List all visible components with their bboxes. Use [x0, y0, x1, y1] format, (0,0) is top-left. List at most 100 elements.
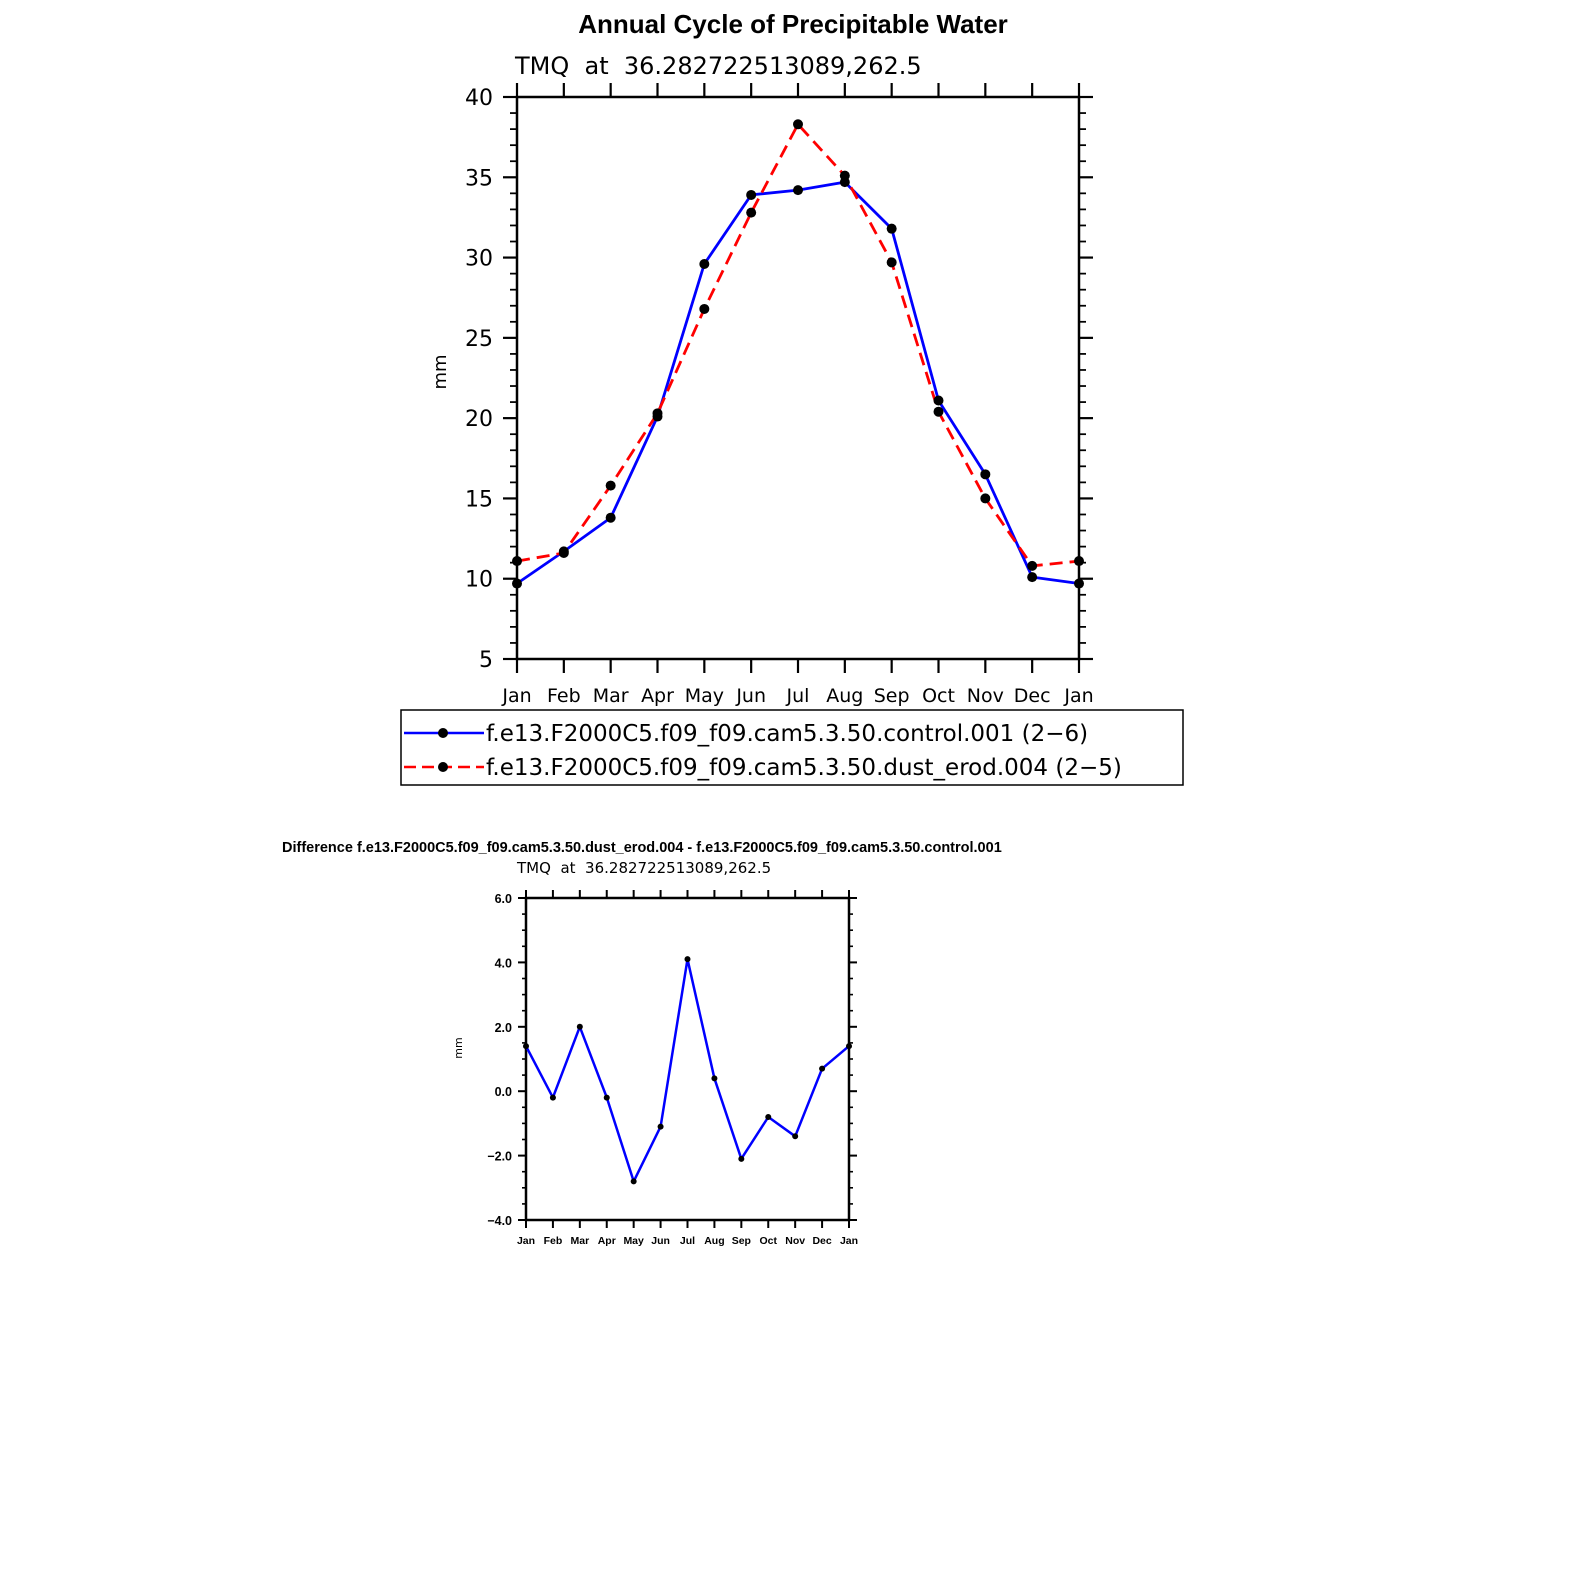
- series-0-point: [512, 578, 522, 589]
- series-0-point: [630, 1178, 637, 1185]
- y-tick-labels: 5 10 15 20 25 30 35 40: [465, 86, 493, 673]
- x-tick-label: Jan: [517, 1235, 535, 1247]
- difference-axes-frame: [518, 890, 857, 1228]
- difference-chart: Difference f.e13.F2000C5.f09_f09.cam5.3.…: [282, 840, 1002, 1247]
- series-0-point: [792, 1133, 799, 1140]
- series-1-point: [839, 170, 850, 181]
- x-tick-label: Mar: [593, 685, 629, 707]
- series-1-point: [558, 548, 569, 559]
- y-tick-label: −2.0: [487, 1150, 512, 1164]
- difference-title: Difference f.e13.F2000C5.f09_f09.cam5.3.…: [282, 840, 1002, 856]
- series-1-point: [652, 408, 663, 419]
- series-0-point: [657, 1123, 664, 1130]
- y-tick-label: 30: [465, 247, 493, 272]
- x-tick-label: Dec: [1014, 685, 1051, 707]
- series-line-0: [524, 957, 850, 1183]
- series-0-point: [980, 469, 991, 480]
- x-tick-label: Apr: [598, 1235, 616, 1247]
- series-0-point: [933, 395, 944, 406]
- plot-frame: [515, 95, 1081, 661]
- x-tick-label: Jan: [1063, 685, 1093, 707]
- x-tick-label: Dec: [812, 1235, 831, 1247]
- x-tick-label: Jan: [501, 685, 531, 707]
- series-1-point: [512, 556, 522, 567]
- x-tick-labels: Jan Feb Mar Apr May Jun Jul Aug Sep Oct Nov Dec Jan: [501, 685, 1093, 707]
- x-tick-label: May: [623, 1235, 644, 1247]
- series-1-point: [1027, 560, 1038, 571]
- series-0-point: [886, 223, 897, 234]
- series-0-point: [549, 1094, 556, 1101]
- x-tick-label: Nov: [967, 685, 1004, 707]
- x-tick-label: Nov: [785, 1235, 805, 1247]
- x-tick-label: Feb: [547, 685, 581, 707]
- series-0-point: [819, 1065, 826, 1072]
- series-0-point: [699, 258, 710, 269]
- y-tick-label: 25: [465, 327, 493, 352]
- series-0-point: [711, 1075, 718, 1082]
- x-tick-label: May: [685, 685, 724, 707]
- difference-x-tick-labels: Jan Feb Mar Apr May Jun Jul Aug Sep Oct Nov Dec Jan: [517, 1235, 858, 1247]
- series-0-point: [605, 512, 616, 523]
- annual-cycle-chart: Annual Cycle of Precipitable Water TMQ a…: [400, 9, 1184, 786]
- series-0-point: [1027, 572, 1038, 583]
- x-tick-label: Aug: [826, 685, 863, 707]
- difference-series-group: [523, 956, 852, 1185]
- legend-marker-control: [438, 728, 448, 738]
- y-tick-label: 15: [465, 487, 493, 512]
- y-axis-label: mm: [430, 354, 451, 389]
- x-tick-label: Sep: [732, 1235, 751, 1247]
- legend: f.e13.F2000C5.f09_f09.cam5.3.50.control.…: [400, 709, 1184, 786]
- series-0-point: [765, 1113, 772, 1120]
- y-tick-label: 40: [465, 86, 493, 111]
- x-tick-label: Jul: [680, 1235, 695, 1247]
- y-tick-label: 5: [479, 648, 493, 673]
- series-0-point: [1074, 578, 1084, 589]
- y-tick-label: 2.0: [495, 1021, 512, 1035]
- x-tick-label: Sep: [874, 685, 910, 707]
- y-tick-label: −4.0: [487, 1214, 512, 1228]
- x-tick-label: Mar: [570, 1235, 589, 1247]
- x-tick-label: Oct: [759, 1235, 777, 1247]
- series-line-0: [516, 180, 1080, 585]
- x-tick-label: Jun: [735, 685, 766, 707]
- difference-y-axis-label: mm: [452, 1037, 465, 1058]
- difference-y-tick-labels: −4.0 −2.0 0.0 2.0 4.0 6.0: [487, 892, 512, 1228]
- legend-label-dust: f.e13.F2000C5.f09_f09.cam5.3.50.dust_ero…: [486, 755, 1122, 781]
- chart-title: Annual Cycle of Precipitable Water: [578, 9, 1008, 39]
- series-0-point: [746, 189, 757, 200]
- x-tick-label: Jun: [651, 1235, 670, 1247]
- y-tick-label: 0.0: [495, 1085, 512, 1099]
- y-tick-label: 35: [465, 166, 493, 191]
- series-0-point: [738, 1155, 745, 1162]
- series-1-point: [746, 207, 757, 218]
- x-tick-label: Aug: [704, 1235, 724, 1247]
- series-1-point: [1074, 556, 1084, 567]
- series-1-point: [793, 119, 803, 130]
- series-0-point: [576, 1023, 583, 1030]
- series-0-point: [603, 1094, 610, 1101]
- series-0-point: [846, 1043, 852, 1050]
- series-1-point: [980, 493, 991, 504]
- difference-subtitle: TMQ at 36.282722513089,262.5: [516, 859, 771, 877]
- x-tick-label: Apr: [641, 685, 674, 707]
- y-tick-label: 4.0: [495, 956, 512, 970]
- y-tick-label: 10: [465, 568, 493, 593]
- x-tick-label: Jul: [786, 685, 810, 707]
- chart-subtitle: TMQ at 36.282722513089,262.5: [514, 52, 922, 80]
- series-0-point: [684, 956, 691, 963]
- series-1-point: [886, 257, 897, 268]
- legend-box: [400, 709, 1184, 786]
- series-1-point: [933, 406, 944, 417]
- x-tick-label: Oct: [922, 685, 955, 707]
- legend-marker-dust: [438, 762, 448, 772]
- series-0-point: [523, 1043, 529, 1050]
- plot-frame: [524, 896, 851, 1222]
- legend-label-control: f.e13.F2000C5.f09_f09.cam5.3.50.control.…: [486, 721, 1088, 747]
- series-1-point: [699, 303, 710, 314]
- axes-frame: [503, 83, 1093, 673]
- series-group: [512, 119, 1084, 589]
- y-tick-label: 6.0: [495, 892, 512, 906]
- x-tick-label: Jan: [840, 1235, 858, 1247]
- series-1-point: [605, 480, 616, 491]
